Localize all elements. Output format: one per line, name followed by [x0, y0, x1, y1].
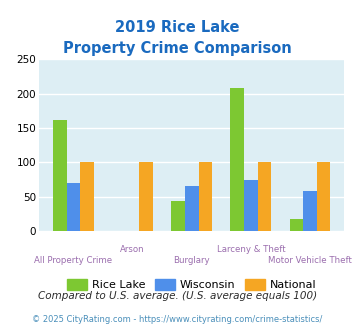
Text: Larceny & Theft: Larceny & Theft: [217, 245, 285, 254]
Bar: [230, 88, 244, 231]
Bar: [303, 191, 317, 231]
Text: All Property Crime: All Property Crime: [34, 256, 113, 265]
Bar: [171, 201, 185, 231]
Text: 2019 Rice Lake: 2019 Rice Lake: [115, 20, 240, 35]
Bar: [53, 120, 66, 231]
Bar: [66, 183, 80, 231]
Text: © 2025 CityRating.com - https://www.cityrating.com/crime-statistics/: © 2025 CityRating.com - https://www.city…: [32, 315, 323, 324]
Bar: [317, 162, 331, 231]
Bar: [198, 162, 212, 231]
Bar: [185, 186, 198, 231]
Text: Arson: Arson: [120, 245, 145, 254]
Bar: [80, 162, 94, 231]
Legend: Rice Lake, Wisconsin, National: Rice Lake, Wisconsin, National: [62, 274, 321, 295]
Text: Motor Vehicle Theft: Motor Vehicle Theft: [268, 256, 352, 265]
Bar: [244, 180, 258, 231]
Text: Burglary: Burglary: [173, 256, 210, 265]
Bar: [290, 219, 303, 231]
Text: Property Crime Comparison: Property Crime Comparison: [63, 41, 292, 56]
Bar: [139, 162, 153, 231]
Text: Compared to U.S. average. (U.S. average equals 100): Compared to U.S. average. (U.S. average …: [38, 291, 317, 301]
Bar: [258, 162, 271, 231]
